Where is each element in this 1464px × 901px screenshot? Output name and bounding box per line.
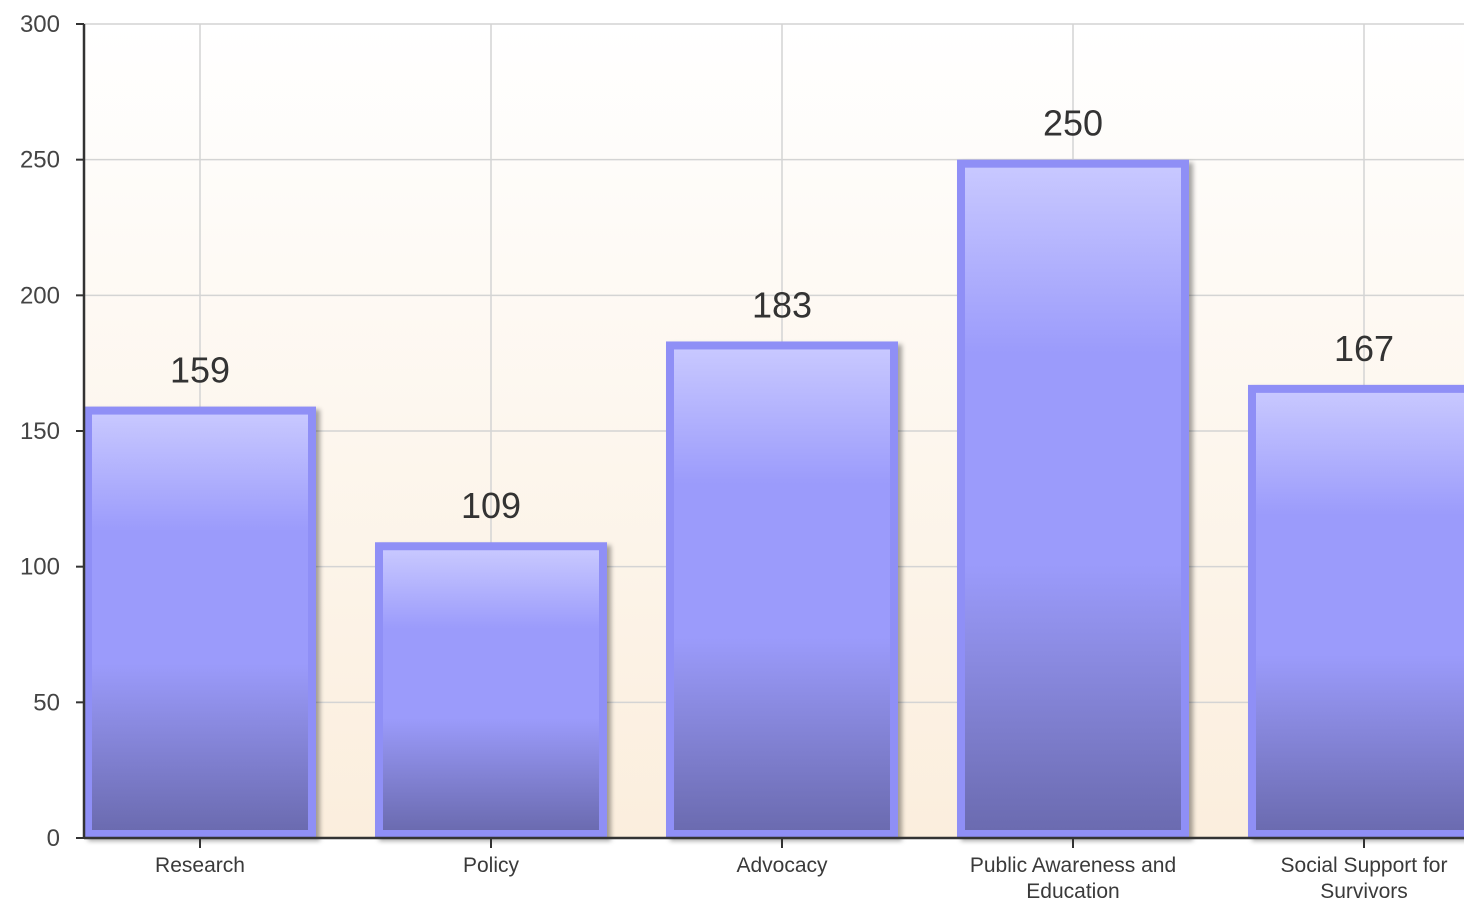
x-tick-label: Policy [463, 854, 520, 877]
data-label: 109 [461, 485, 521, 526]
y-tick-label: 50 [33, 689, 60, 716]
x-tick-label: Public Awareness and [970, 854, 1176, 877]
x-tick-label: Advocacy [736, 854, 828, 877]
bar [92, 414, 308, 830]
axes [76, 23, 1464, 848]
y-tick-label: 250 [20, 147, 60, 174]
labels: 0 50 100 150 200 250 300 159 Research 109 Policy 18… [20, 11, 1448, 901]
bar [965, 167, 1181, 830]
y-tick-label: 0 [47, 825, 60, 852]
data-label: 183 [752, 284, 812, 325]
x-tick-label: Survivors [1320, 880, 1408, 901]
y-tick-label: 100 [20, 554, 60, 581]
y-tick-label: 200 [20, 282, 60, 309]
bar [1256, 392, 1464, 830]
y-tick-label: 150 [20, 418, 60, 445]
data-label: 159 [170, 350, 230, 391]
y-tick-label: 300 [20, 11, 60, 38]
x-tick-label: Research [155, 854, 245, 877]
x-tick-label: Social Support for [1281, 854, 1448, 877]
data-label: 167 [1334, 328, 1394, 369]
bar [674, 349, 890, 830]
bar [383, 550, 599, 830]
bars [84, 159, 1464, 838]
x-tick-label: Education [1026, 880, 1119, 901]
data-label: 250 [1043, 103, 1103, 144]
